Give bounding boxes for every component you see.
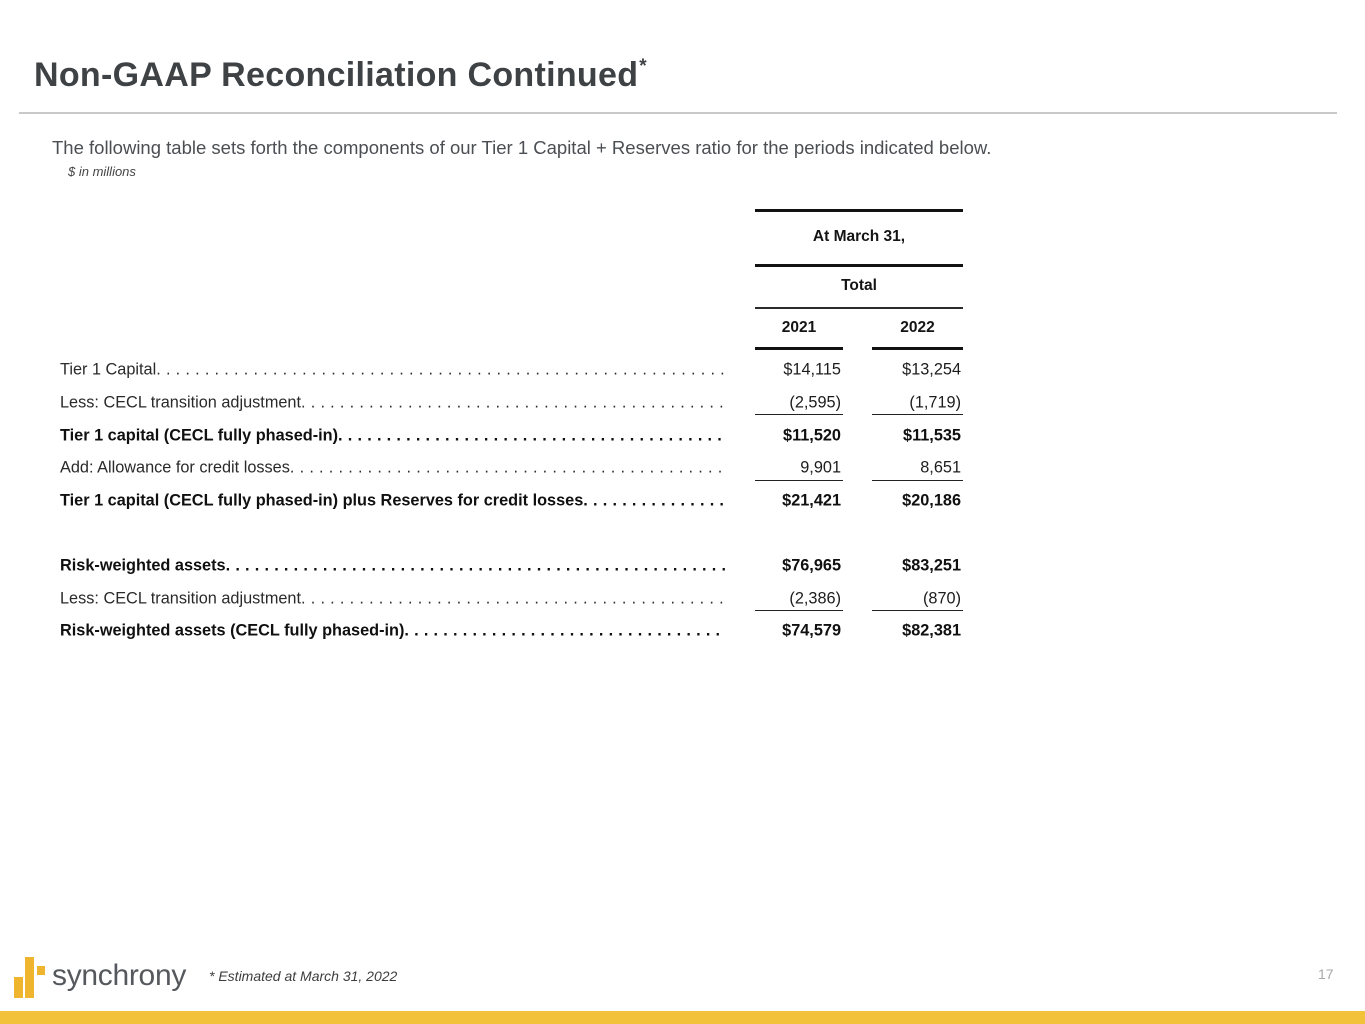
value-2022: $82,381 bbox=[902, 621, 961, 640]
row-label: Less: CECL transition adjustment bbox=[60, 589, 726, 608]
logo-bar-short bbox=[14, 977, 23, 998]
table-row-subtotal: Risk-weighted assets (CECL fully phased-… bbox=[0, 615, 1000, 648]
logo-bar-dot bbox=[37, 966, 45, 975]
value-2021: (2,595) bbox=[789, 393, 841, 412]
value-2021: 9,901 bbox=[800, 458, 841, 477]
table-row: Tier 1 Capital $14,115 $13,254 bbox=[0, 354, 1000, 387]
title-asterisk: * bbox=[639, 55, 647, 77]
section-gap bbox=[0, 517, 1000, 549]
row-label: Tier 1 capital (CECL fully phased-in) bbox=[60, 426, 726, 445]
synchrony-wordmark: synchrony bbox=[52, 959, 187, 992]
column-group-date: At March 31, bbox=[812, 228, 906, 245]
value-2022: $20,186 bbox=[902, 491, 961, 510]
column-2021-underline bbox=[755, 347, 843, 350]
value-2021: $21,421 bbox=[782, 491, 841, 510]
table-row: Less: CECL transition adjustment (2,595)… bbox=[0, 387, 1000, 420]
value-2021: (2,386) bbox=[789, 589, 841, 608]
value-2022: $13,254 bbox=[902, 360, 961, 379]
value-2021: $11,520 bbox=[783, 426, 841, 445]
table-row: Risk-weighted assets $76,965 $83,251 bbox=[0, 550, 1000, 583]
page-title-text: Non-GAAP Reconciliation Continued bbox=[34, 56, 639, 94]
logo-bar-tall bbox=[25, 957, 34, 998]
row-label: Add: Allowance for credit losses bbox=[60, 459, 726, 478]
table-row-subtotal: Tier 1 capital (CECL fully phased-in) pl… bbox=[0, 485, 1000, 518]
row-label: Risk-weighted assets (CECL fully phased-… bbox=[60, 622, 726, 641]
page-number: 17 bbox=[1318, 966, 1334, 982]
title-divider bbox=[19, 112, 1337, 114]
table-header-top-rule bbox=[755, 209, 963, 212]
row-label: Tier 1 capital (CECL fully phased-in) pl… bbox=[60, 492, 726, 511]
value-2022: 8,651 bbox=[920, 458, 961, 477]
synchrony-logo-icon bbox=[14, 957, 46, 998]
table-row: Add: Allowance for credit losses 9,901 8… bbox=[0, 452, 1000, 485]
slide-subtitle: The following table sets forth the compo… bbox=[52, 137, 992, 158]
footnote: * Estimated at March 31, 2022 bbox=[209, 968, 398, 984]
column-header-2021: 2021 bbox=[781, 319, 817, 336]
table-header-mid-rule bbox=[755, 264, 963, 267]
column-2022-underline bbox=[872, 347, 963, 350]
page-title: Non-GAAP Reconciliation Continued* bbox=[34, 55, 647, 95]
value-2021: $74,579 bbox=[782, 621, 841, 640]
value-2021: $14,115 bbox=[783, 360, 841, 379]
row-label: Less: CECL transition adjustment bbox=[60, 394, 726, 413]
value-2022: (870) bbox=[922, 589, 961, 608]
value-2022: $11,535 bbox=[903, 426, 961, 445]
table-row: Less: CECL transition adjustment (2,386)… bbox=[0, 582, 1000, 615]
row-label: Risk-weighted assets bbox=[60, 556, 726, 575]
column-group-total: Total bbox=[841, 277, 877, 294]
value-2022: (1,719) bbox=[909, 393, 961, 412]
table-row-subtotal: Tier 1 capital (CECL fully phased-in) $1… bbox=[0, 419, 1000, 452]
row-label: Tier 1 Capital bbox=[60, 361, 726, 380]
table-header-thin-rule bbox=[755, 307, 963, 309]
units-note: $ in millions bbox=[68, 164, 136, 179]
reconciliation-table: Tier 1 Capital $14,115 $13,254 Less: CEC… bbox=[0, 354, 1000, 648]
column-header-2022: 2022 bbox=[900, 319, 935, 336]
value-2021: $76,965 bbox=[782, 556, 841, 575]
value-2022: $83,251 bbox=[902, 556, 961, 575]
brand-gold-bar bbox=[0, 1011, 1365, 1024]
